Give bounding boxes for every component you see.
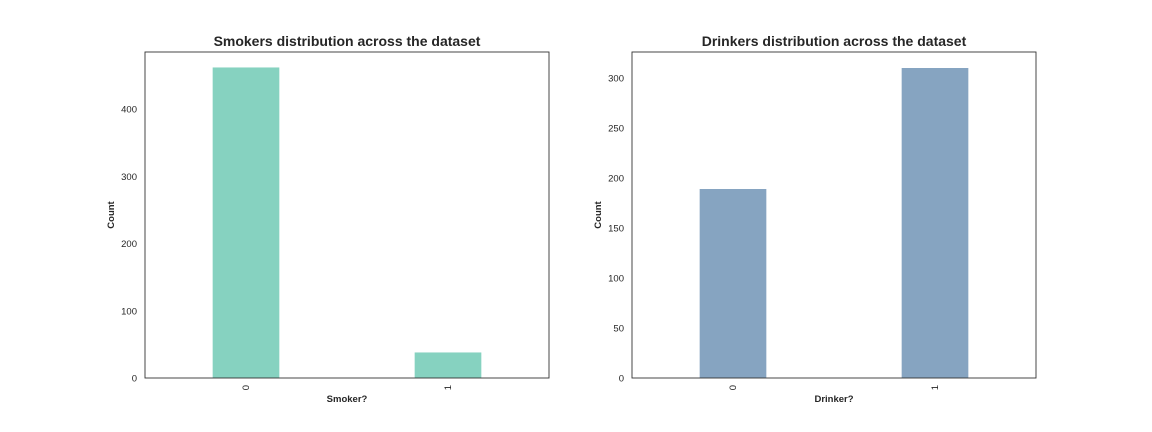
y-tick-label: 150 <box>608 224 624 235</box>
smokers-chart: Smokers distribution across the dataset … <box>106 33 550 405</box>
bar-0 <box>699 189 767 378</box>
y-tick-label: 0 <box>619 374 624 385</box>
plot-frame <box>144 51 550 379</box>
y-tick-label: 50 <box>613 324 624 335</box>
x-tick-label: 1 <box>930 385 941 390</box>
x-axis-label: Smoker? <box>327 394 368 405</box>
plot-area: 0 1 0 50 100 150 200 250 300 <box>608 68 969 390</box>
drinkers-chart: Drinkers distribution across the dataset… <box>593 33 1037 405</box>
x-tick-label: 0 <box>241 385 252 390</box>
y-tick-label: 100 <box>121 306 137 317</box>
plot-area: 0 1 0 100 200 300 400 <box>121 67 482 390</box>
chart-title: Drinkers distribution across the dataset <box>702 33 967 49</box>
y-tick-label: 0 <box>132 374 137 385</box>
x-axis-label: Drinker? <box>814 394 853 405</box>
y-tick-label: 300 <box>121 172 137 183</box>
y-tick-label: 200 <box>121 239 137 250</box>
y-tick-label: 200 <box>608 174 624 185</box>
plot-frame <box>631 51 1037 379</box>
y-tick-label: 250 <box>608 124 624 135</box>
chart-title: Smokers distribution across the dataset <box>214 33 481 49</box>
y-tick-label: 400 <box>121 105 137 116</box>
y-axis-label: Count <box>593 200 604 228</box>
x-tick-label: 0 <box>728 385 739 390</box>
bar-0 <box>212 67 280 379</box>
y-tick-label: 300 <box>608 74 624 85</box>
bar-1 <box>414 352 482 378</box>
x-tick-label: 1 <box>443 385 454 390</box>
bar-1 <box>901 68 969 378</box>
y-axis-label: Count <box>106 200 117 228</box>
y-tick-label: 100 <box>608 274 624 285</box>
